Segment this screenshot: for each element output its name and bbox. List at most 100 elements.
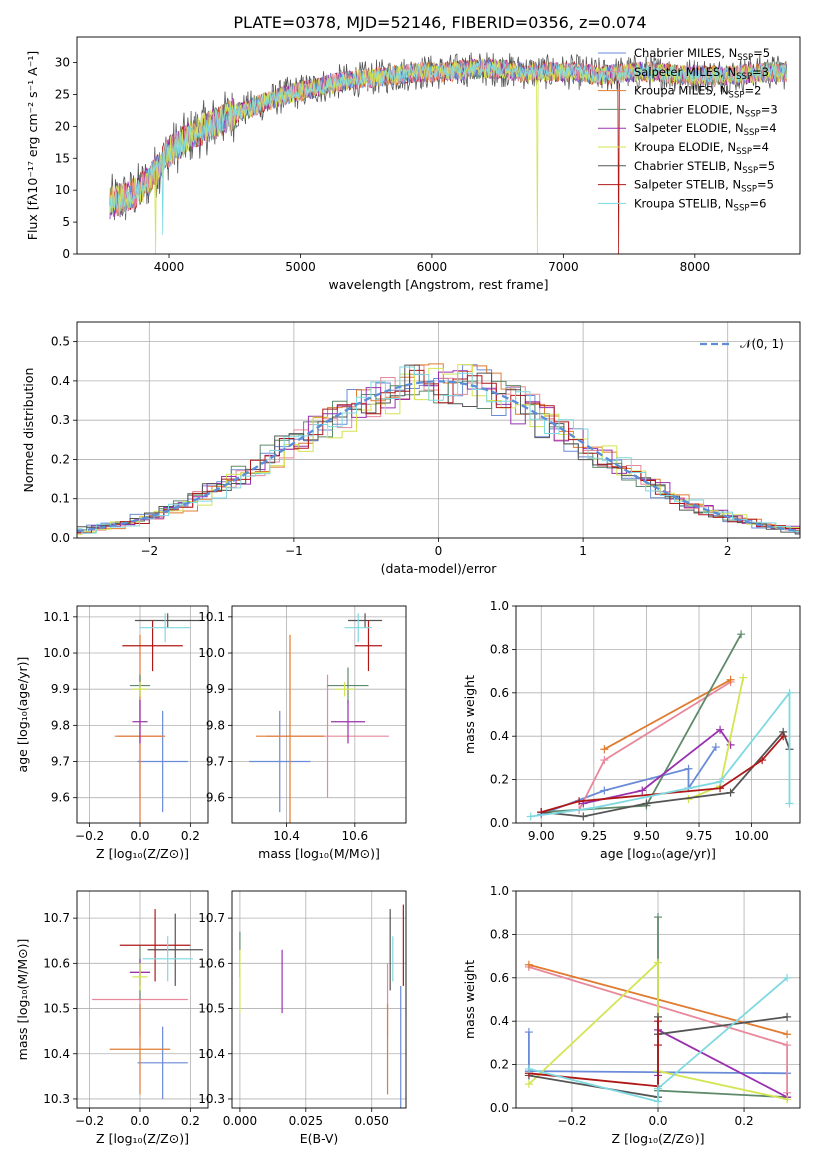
y-tick-label: 0.0 (490, 1101, 509, 1115)
weight-line-kroupa_miles (603, 679, 732, 750)
x-tick-label: 10.6 (341, 829, 368, 843)
legend-entry: Kroupa ELODIE, NSSP=4 (634, 140, 769, 157)
weight-marker-kroupa_stelib (526, 812, 535, 821)
y-tick-label: 10.7 (43, 911, 70, 925)
y-axis-label: mass weight (462, 960, 477, 1039)
age-vs-mass-axes: 10.4 10.6 9.6 9.7 9.8 9.9 10.0 10.1 mass [log₁₀(… (198, 605, 407, 861)
y-tick-label: 0.6 (490, 686, 509, 700)
weight-marker-salpeter_stelib (758, 756, 767, 765)
weight-marker-chabrier_stelib (726, 788, 735, 797)
mass-vs-ebv-axes: 0.000 0.025 0.050 10.3 10.4 10.5 10.6 10.7 E(B-V… (198, 890, 407, 1146)
legend-entry: Salpeter MILES, NSSP=3 (634, 65, 769, 82)
weight-line-chabrier_elodie (541, 633, 742, 813)
weight-marker-salpeter_miles (783, 1041, 792, 1050)
y-tick-label: 5 (62, 215, 70, 229)
weight-marker-kroupa_stelib (783, 973, 792, 982)
x-tick-label: 1 (579, 544, 587, 558)
weight-vs-age-plot-area (516, 606, 800, 823)
gaussian-curve (77, 380, 800, 533)
x-tick-label: 5000 (285, 260, 316, 274)
weight-marker-salpeter_stelib (654, 1017, 662, 1026)
residuals-axes: −2 −1 0 1 2 0.0 0.1 0.2 0.3 0.4 0.5 (data-model)/er… (21, 321, 801, 576)
weight-marker-kroupa_miles (726, 675, 735, 684)
x-tick-label: 0.2 (735, 1114, 754, 1128)
y-tick-label: 0.8 (490, 927, 509, 941)
axes-frame (231, 605, 407, 824)
x-tick-label: 7000 (548, 260, 579, 274)
weight-line-salpeter_stelib (528, 1021, 659, 1088)
y-axis-label: Flux [fλ10⁻¹⁷ erg cm⁻² s⁻¹ A⁻¹] (25, 51, 40, 240)
legend-entry: Chabrier ELODIE, NSSP=3 (634, 102, 778, 119)
weight-marker-chabrier_miles (711, 743, 720, 752)
weight-line-kroupa_elodie (688, 677, 745, 800)
weight-marker-kroupa_stelib (524, 1064, 533, 1073)
axes-frame (515, 605, 801, 824)
weight-marker-chabrier_elodie (737, 630, 746, 639)
y-tick-label: 0.2 (490, 1058, 509, 1072)
weight-marker-kroupa_stelib (654, 1097, 662, 1106)
weight-marker-kroupa_elodie (524, 1080, 533, 1089)
x-tick-label: 0.025 (289, 1114, 323, 1128)
y-tick-label: 20 (55, 119, 70, 133)
axes-frame (76, 890, 209, 1109)
y-tick-label: 10.6 (43, 956, 70, 970)
y-tick-label: 10.5 (43, 1002, 70, 1016)
spectrum-legend: Chabrier MILES, NSSP=5 Salpeter MILES, NS… (598, 46, 778, 213)
x-tick-label: −2 (140, 544, 158, 558)
x-axis-label: E(B-V) (300, 1131, 339, 1146)
residuals-plot-area (77, 322, 800, 538)
axes-frame (231, 890, 407, 1109)
x-tick-label: 10.4 (273, 829, 300, 843)
y-tick-label: 0.1 (51, 492, 70, 506)
y-tick-label: 10.3 (198, 1092, 225, 1106)
weight-marker-chabrier_elodie (654, 913, 662, 922)
y-tick-label: 10 (55, 183, 70, 197)
y-tick-label: 15 (55, 151, 70, 165)
weight-marker-salpeter_elodie (716, 725, 725, 734)
x-tick-label: 0.2 (181, 1114, 200, 1128)
x-tick-label: 0.2 (181, 829, 200, 843)
x-axis-label: Z [log₁₀(Z/Z⊙)] (96, 846, 189, 861)
mass-vs-ebv-plot-area (232, 891, 406, 1108)
x-tick-label: 0 (435, 544, 443, 558)
y-tick-label: 10.1 (198, 610, 225, 624)
y-axis-label: Normed distribution (21, 368, 36, 493)
y-tick-label: 30 (55, 56, 70, 70)
weight-vs-Z-axes: −0.2 0.0 0.2 0.0 0.2 0.4 0.6 0.8 1.0 Z [log₁₀(Z/Z… (462, 884, 801, 1146)
x-tick-label: −0.2 (75, 829, 104, 843)
y-tick-label: 1.0 (490, 599, 509, 613)
y-tick-label: 0.4 (490, 1014, 509, 1028)
legend-gaussian-label: 𝒩(0, 1) (740, 337, 784, 351)
weight-marker-chabrier_stelib (579, 812, 588, 821)
age-vs-Z-axes: −0.2 0.0 0.2 9.6 9.7 9.8 9.9 10.0 10.1 Z [log₁₀(Z… (15, 605, 209, 861)
y-tick-label: 0.0 (51, 531, 70, 545)
legend-entry: Chabrier MILES, NSSP=5 (634, 46, 770, 63)
x-axis-label: wavelength [Angstrom, rest frame] (328, 277, 548, 292)
x-axis-label: Z [log₁₀(Z/Z⊙)] (96, 1131, 189, 1146)
weight-line-chabrier_elodie (657, 917, 788, 1099)
y-tick-label: 9.9 (206, 682, 225, 696)
weight-marker-salpeter_stelib (575, 797, 584, 806)
y-tick-label: 10.4 (198, 1047, 225, 1061)
weight-marker-salpeter_stelib (654, 1041, 662, 1050)
legend-entry: Salpeter ELODIE, NSSP=4 (634, 121, 777, 138)
weight-marker-kroupa_stelib (589, 803, 598, 812)
weight-marker-chabrier_stelib (642, 799, 651, 808)
x-tick-label: 0.0 (648, 1114, 667, 1128)
legend-entry: Kroupa MILES, NSSP=2 (634, 84, 761, 101)
x-axis-label: age [log₁₀(age/yr)] (600, 846, 716, 861)
weight-marker-kroupa_stelib (785, 688, 794, 697)
axes-frame (76, 36, 801, 255)
x-axis-label: (data-model)/error (381, 561, 498, 576)
x-tick-label: −0.2 (557, 1114, 586, 1128)
y-tick-label: 0.5 (51, 335, 70, 349)
x-tick-label: 6000 (417, 260, 448, 274)
y-tick-label: 0.4 (51, 374, 70, 388)
x-tick-label: 2 (724, 544, 732, 558)
spectrum-line-kroupa_stelib (109, 61, 787, 235)
weight-marker-kroupa_stelib (785, 799, 794, 808)
y-tick-label: 0.4 (490, 729, 509, 743)
y-tick-label: 10.4 (43, 1047, 70, 1061)
weight-marker-kroupa_miles (783, 1030, 792, 1039)
